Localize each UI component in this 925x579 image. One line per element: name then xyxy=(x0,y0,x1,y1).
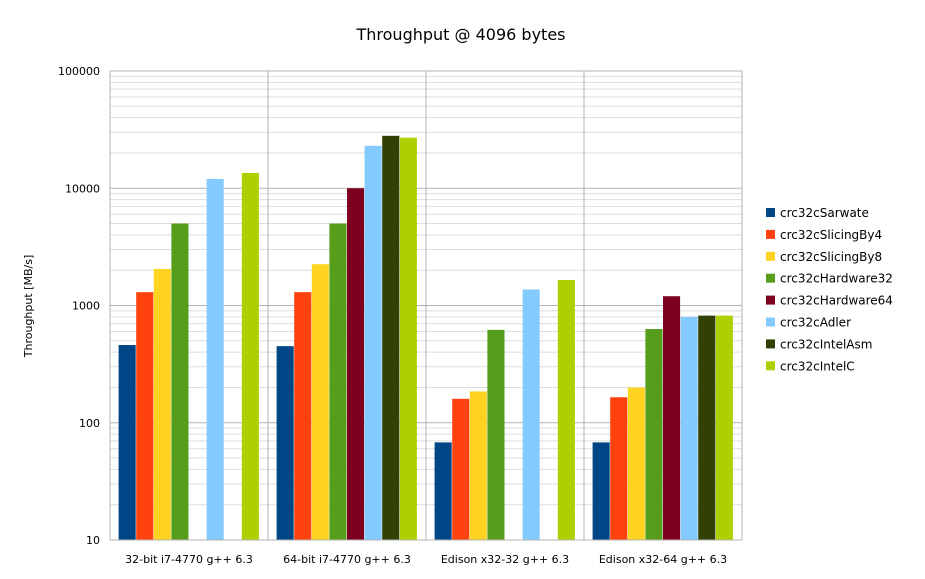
bar xyxy=(663,296,681,540)
bar xyxy=(118,345,136,540)
bars xyxy=(118,135,733,541)
bar xyxy=(294,292,312,540)
x-tick-label: 32-bit i7-4770 g++ 6.3 xyxy=(125,553,253,566)
bar xyxy=(522,289,540,540)
bar xyxy=(329,223,347,540)
legend-label: crc32cIntelC xyxy=(780,359,855,373)
bar xyxy=(311,264,329,540)
legend-swatch xyxy=(766,295,775,305)
bar xyxy=(680,316,698,540)
legend-swatch xyxy=(766,317,775,327)
legend-swatch xyxy=(766,208,775,217)
bar xyxy=(452,398,470,540)
bar xyxy=(557,280,575,540)
bar xyxy=(364,145,382,541)
bar xyxy=(206,178,224,540)
legend-swatch xyxy=(766,229,775,239)
y-axis-label: Throughput [MB/s] xyxy=(22,255,35,358)
x-tick-label: Edison x32-32 g++ 6.3 xyxy=(441,553,569,566)
y-tick-label: 1000 xyxy=(72,300,100,313)
bar xyxy=(469,391,487,540)
bar xyxy=(382,135,400,540)
y-tick-label: 10000 xyxy=(65,182,100,195)
legend-swatch xyxy=(766,251,775,261)
bar xyxy=(241,172,259,540)
bar xyxy=(171,223,189,540)
legend-swatch xyxy=(766,361,775,371)
legend-label: crc32cSarwate xyxy=(780,206,869,220)
bar xyxy=(399,137,417,540)
legend: crc32cSarwate crc32cSlicingBy4 crc32cSlici… xyxy=(766,206,893,373)
y-tick-labels: 10 100 1000 10000 100000 xyxy=(58,65,100,547)
legend-label: crc32cSlicingBy8 xyxy=(780,250,882,264)
legend-label: crc32cIntelAsm xyxy=(780,337,872,351)
x-tick-labels: 32-bit i7-4770 g++ 6.3 64-bit i7-4770 g++… xyxy=(125,553,727,566)
bar xyxy=(610,397,628,540)
bar xyxy=(347,188,365,540)
chart-title: Throughput @ 4096 bytes xyxy=(356,25,566,44)
bar xyxy=(153,268,171,540)
legend-label: crc32cHardware64 xyxy=(780,294,893,308)
bar xyxy=(645,329,663,540)
axes xyxy=(109,71,742,541)
bar xyxy=(136,292,154,540)
bar xyxy=(715,315,733,540)
x-tick-label: Edison x32-64 g++ 6.3 xyxy=(599,553,727,566)
bar xyxy=(627,387,645,540)
x-tick-label: 64-bit i7-4770 g++ 6.3 xyxy=(283,553,411,566)
bar xyxy=(698,315,716,540)
legend-label: crc32cAdler xyxy=(780,316,851,330)
legend-label: crc32cSlicingBy4 xyxy=(780,228,882,242)
legend-swatch xyxy=(766,339,775,349)
bar xyxy=(592,442,610,540)
bar xyxy=(487,329,505,540)
bar xyxy=(276,346,294,540)
legend-swatch xyxy=(766,273,775,283)
y-tick-label: 100 xyxy=(79,417,100,430)
legend-label: crc32cHardware32 xyxy=(780,272,893,286)
bar xyxy=(434,442,452,540)
y-tick-label: 10 xyxy=(86,534,100,547)
y-tick-label: 100000 xyxy=(58,65,100,78)
